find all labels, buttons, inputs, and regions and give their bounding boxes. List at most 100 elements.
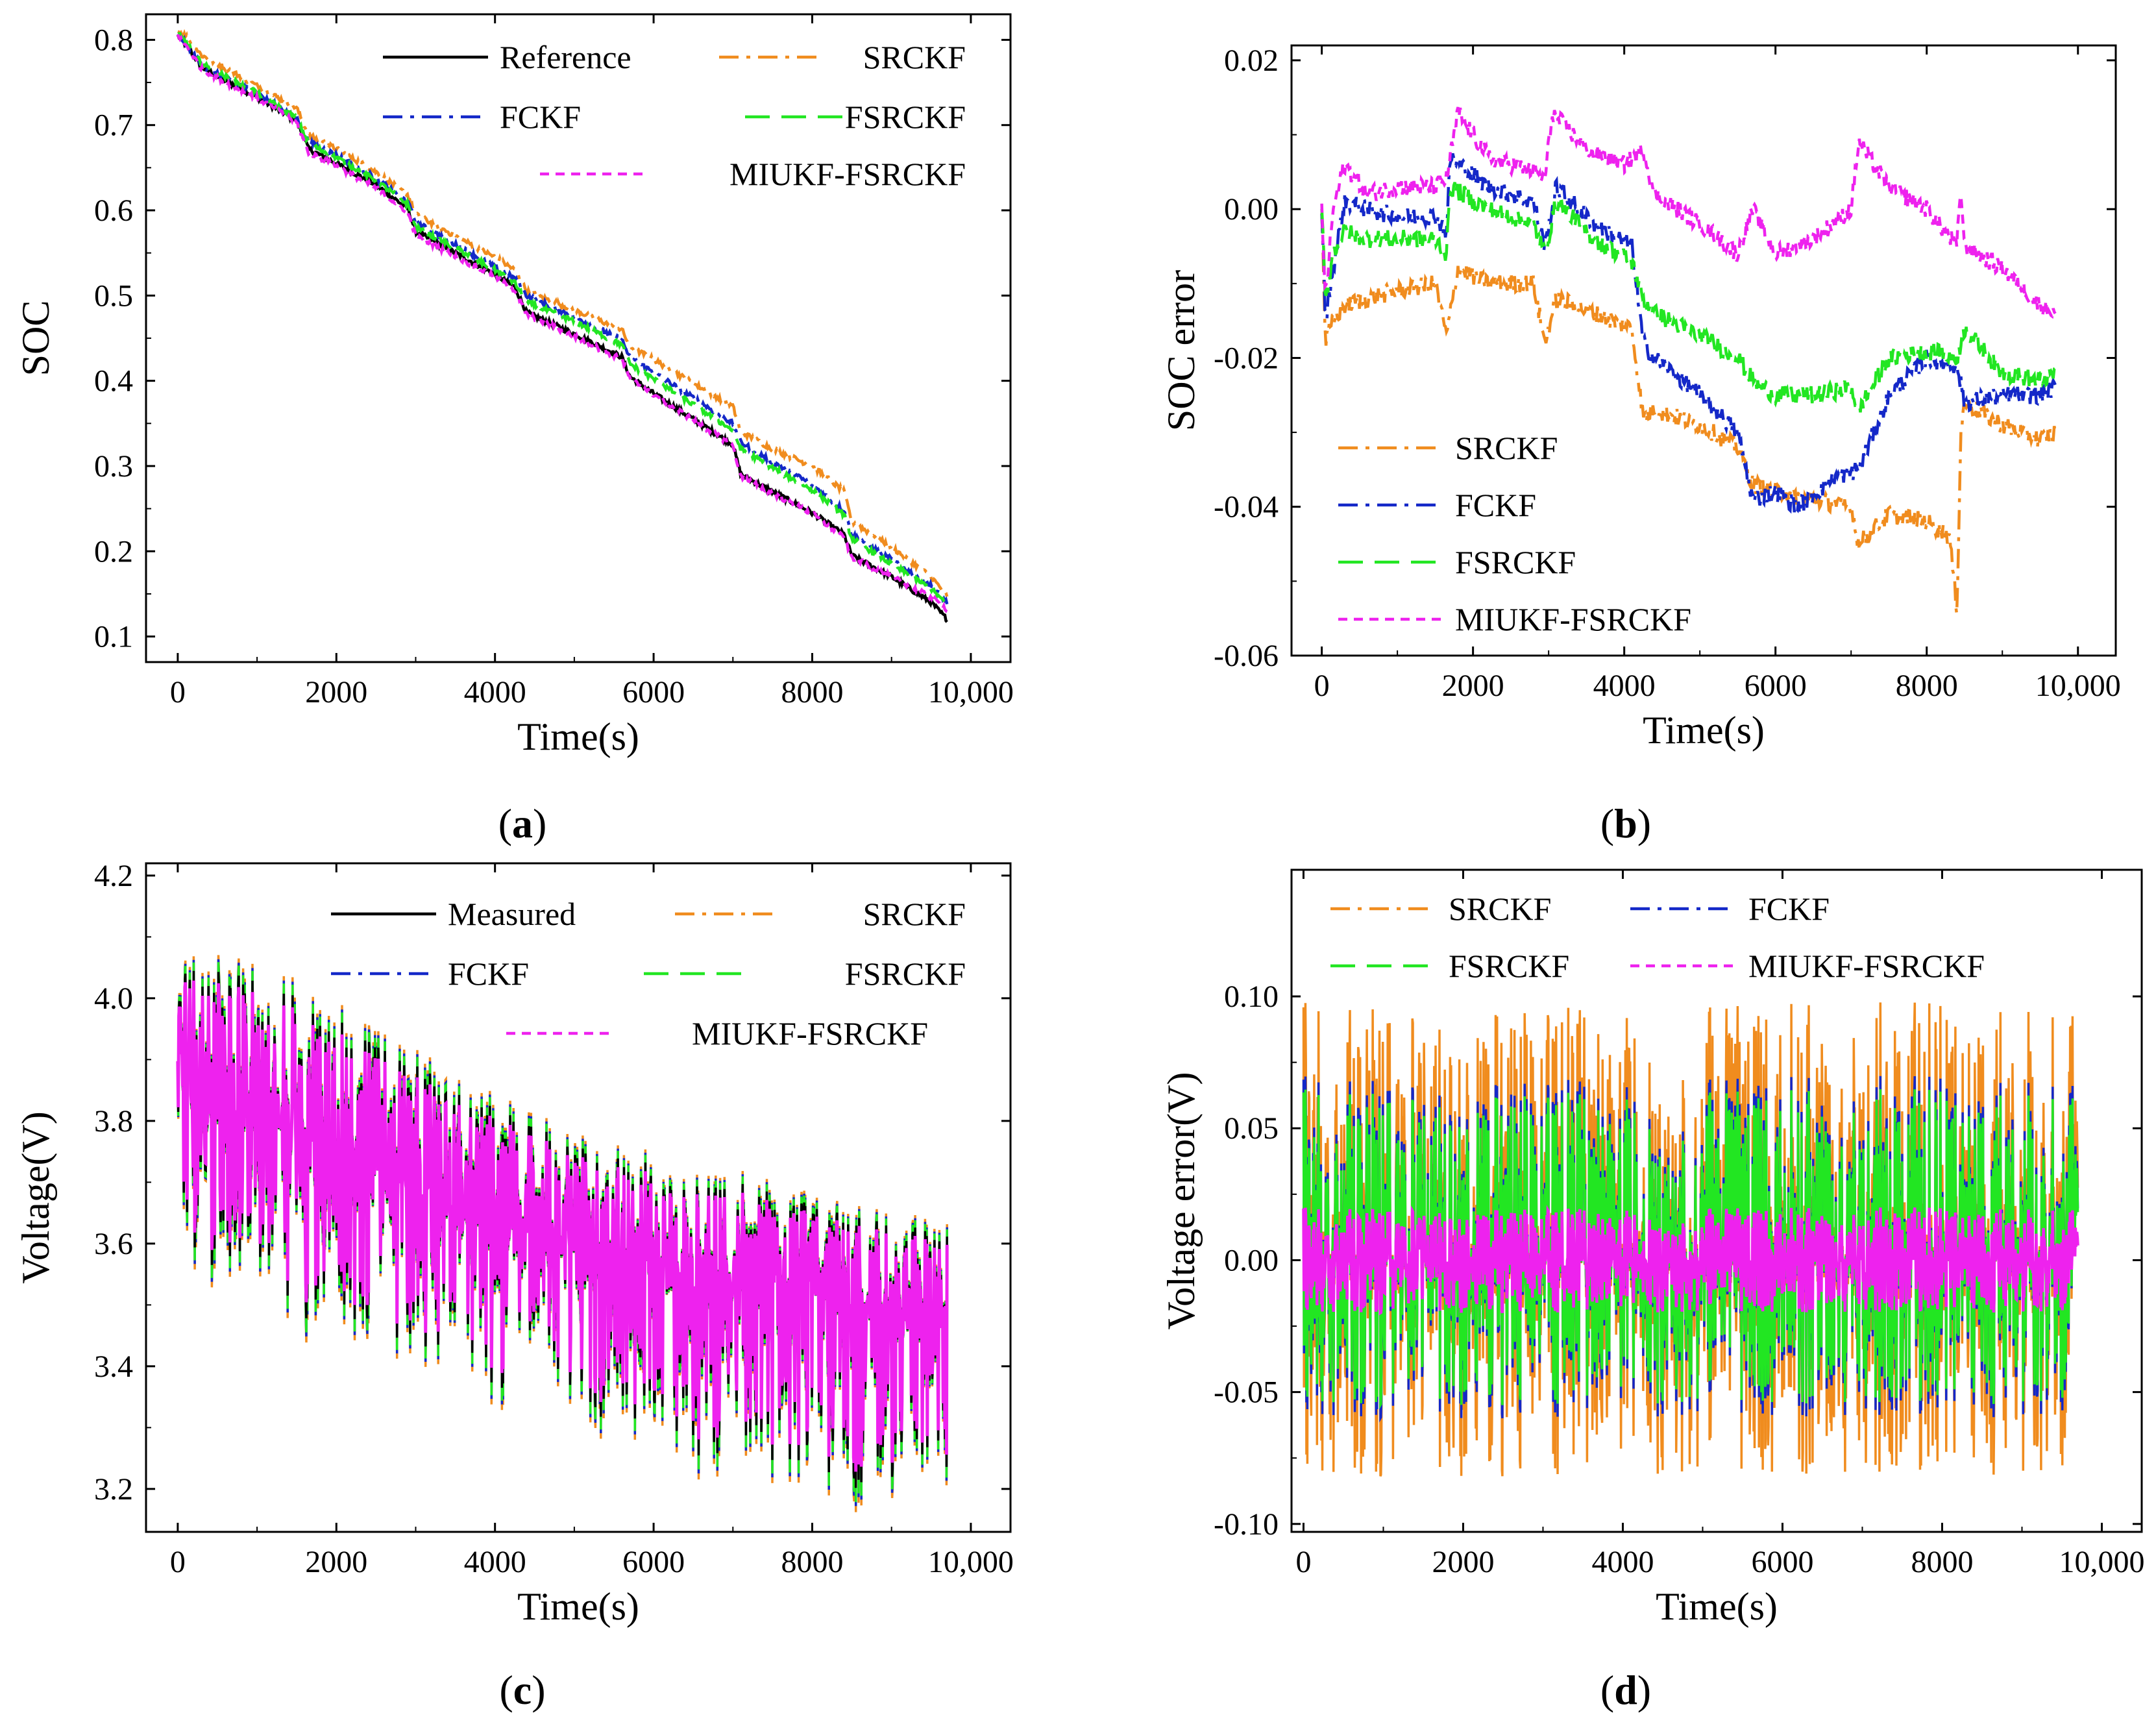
x-tick-label: 4000	[1593, 669, 1656, 703]
x-tick-label: 10,000	[928, 1545, 1014, 1579]
panel-a: 0 2000 4000 6000 8000 10,000 0.1 0.2 0.3 0.4 0.5 0.…	[14, 13, 1014, 846]
legend-entry-fsrckf: FSRCKF	[1455, 544, 1576, 580]
y-tick-label: -0.06	[1214, 639, 1279, 673]
y-tick-label: 0.1	[94, 620, 133, 654]
x-tick-label: 10,000	[2035, 669, 2121, 703]
x-axis-label: Time(s)	[1656, 1585, 1778, 1628]
x-tick-label: 4000	[464, 675, 526, 709]
axes-frame-d	[1290, 868, 2143, 1533]
x-tick-label: 0	[1295, 1545, 1311, 1579]
y-tick-label: 0.02	[1224, 43, 1279, 78]
y-tick-label: 3.6	[94, 1227, 133, 1261]
legend-entry-srckf: SRCKF	[863, 896, 966, 932]
x-tick-label: 2000	[1432, 1545, 1494, 1579]
series-miukf-fsrckf	[1320, 106, 2057, 319]
x-tick-label: 8000	[781, 1545, 843, 1579]
panel-label: (a)	[498, 800, 547, 846]
x-axis-label: Time(s)	[517, 1585, 639, 1628]
y-axis-label: Voltage error(V)	[1160, 1072, 1203, 1329]
legend: SRCKF FCKF FSRCKF MIUKF-FSRCKF	[1338, 430, 1691, 637]
x-tick-label: 4000	[464, 1545, 526, 1579]
x-axis-label: Time(s)	[1643, 709, 1765, 752]
x-tick-label: 8000	[1896, 669, 1958, 703]
plot-area-d	[1302, 1002, 2079, 1477]
y-tick-label: -0.04	[1214, 490, 1279, 524]
series-srckf	[1320, 214, 2057, 614]
series-miukf-fsrckf	[176, 34, 949, 613]
x-tick-label: 6000	[1751, 1545, 1813, 1579]
y-axis-label: Voltage(V)	[14, 1111, 57, 1284]
plot-area-b	[1320, 106, 2057, 614]
legend-entry-fsrckf: FSRCKF	[1449, 948, 1569, 984]
y-tick-label: 0.5	[94, 278, 133, 313]
y-tick-label: 0.05	[1224, 1111, 1279, 1146]
legend-entry-fckf: FCKF	[448, 955, 529, 992]
legend-entry-srckf: SRCKF	[863, 39, 966, 75]
axes-frame-b	[1290, 44, 2117, 657]
x-tick-label: 6000	[1745, 669, 1807, 703]
legend: SRCKF FCKF FSRCKF MIUKF-FSRCKF	[1330, 891, 1985, 984]
series-miukf-fsrckf	[176, 980, 949, 1472]
legend: Reference SRCKF FCKF FSRCKF MIUKF-FSRCKF	[383, 39, 966, 192]
y-tick-label: 3.8	[94, 1104, 133, 1139]
legend: Measured SRCKF FCKF FSRCKF MIUKF-FSRCKF	[331, 896, 966, 1052]
series-miukf-fsrckf	[1302, 1205, 2079, 1316]
y-axis-label: SOC	[14, 301, 57, 376]
x-tick-label: 8000	[1911, 1545, 1973, 1579]
y-tick-label: 3.2	[94, 1472, 133, 1507]
panel-label: (b)	[1600, 800, 1651, 846]
x-tick-label: 0	[170, 675, 186, 709]
y-axis-label: SOC error	[1160, 270, 1203, 431]
panel-c: 0 2000 4000 6000 8000 10,000 3.2 3.4 3.6 3.8 4.0 4.…	[14, 859, 1014, 1713]
x-tick-label: 4000	[1591, 1545, 1654, 1579]
x-tick-label: 6000	[622, 675, 685, 709]
y-tick-label: 0.7	[94, 108, 133, 143]
legend-entry-fsrckf: FSRCKF	[845, 955, 966, 992]
legend-entry-measured: Measured	[448, 896, 576, 932]
panel-label: (c)	[499, 1667, 545, 1713]
legend-entry-miukf-fsrckf: MIUKF-FSRCKF	[692, 1015, 928, 1052]
legend-entry-miukf-fsrckf: MIUKF-FSRCKF	[729, 156, 966, 192]
y-tick-label: 0.4	[94, 364, 133, 399]
x-tick-label: 10,000	[2059, 1545, 2144, 1579]
legend-entry-miukf-fsrckf: MIUKF-FSRCKF	[1748, 948, 1985, 984]
x-tick-label: 6000	[622, 1545, 685, 1579]
y-tick-label: 0.2	[94, 534, 133, 569]
plot-area-a	[176, 29, 949, 623]
y-tick-label: 0.00	[1224, 1243, 1279, 1277]
y-tick-label: -0.05	[1214, 1375, 1279, 1410]
panel-d: 0 2000 4000 6000 8000 10,000 -0.10 -0.05 0.00 0.0…	[1160, 868, 2144, 1713]
y-tick-label: 4.2	[94, 859, 133, 893]
legend-entry-miukf-fsrckf: MIUKF-FSRCKF	[1455, 601, 1691, 637]
x-tick-label: 0	[1314, 669, 1330, 703]
legend-entry-srckf: SRCKF	[1455, 430, 1558, 466]
legend-entry-fckf: FCKF	[500, 99, 581, 135]
legend-entry-srckf: SRCKF	[1449, 891, 1551, 927]
axes-frame-c	[145, 862, 1012, 1533]
y-tick-label: 0.6	[94, 193, 133, 228]
legend-entry-reference: Reference	[500, 39, 631, 75]
x-tick-label: 8000	[781, 675, 843, 709]
series-fsrckf	[177, 32, 948, 606]
y-tick-label: 0.3	[94, 449, 133, 484]
x-tick-label: 2000	[305, 675, 367, 709]
legend-entry-fckf: FCKF	[1455, 487, 1536, 523]
x-tick-label: 10,000	[928, 675, 1014, 709]
legend-entry-fckf: FCKF	[1748, 891, 1830, 927]
panel-b: 0 2000 4000 6000 8000 10,000 -0.06 -0.04 -0.02 0.…	[1160, 43, 2121, 846]
y-tick-label: 4.0	[94, 981, 133, 1016]
series-fckf	[177, 32, 949, 605]
panel-label: (d)	[1600, 1667, 1651, 1713]
y-tick-label: -0.10	[1214, 1507, 1279, 1542]
plot-area-c	[176, 955, 949, 1512]
series-fckf	[1320, 153, 2057, 515]
y-tick-label: 0.8	[94, 23, 133, 57]
x-tick-label: 0	[170, 1545, 186, 1579]
y-tick-label: 0.10	[1224, 979, 1279, 1014]
y-tick-label: 3.4	[94, 1349, 133, 1384]
y-tick-label: 0.00	[1224, 192, 1279, 227]
x-axis-label: Time(s)	[517, 715, 639, 758]
series-fsrckf	[1320, 182, 2057, 413]
x-tick-label: 2000	[1442, 669, 1504, 703]
